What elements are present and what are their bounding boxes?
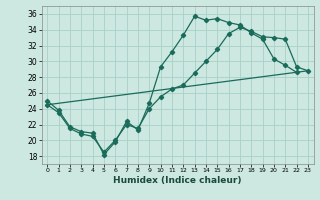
X-axis label: Humidex (Indice chaleur): Humidex (Indice chaleur) [113, 176, 242, 185]
